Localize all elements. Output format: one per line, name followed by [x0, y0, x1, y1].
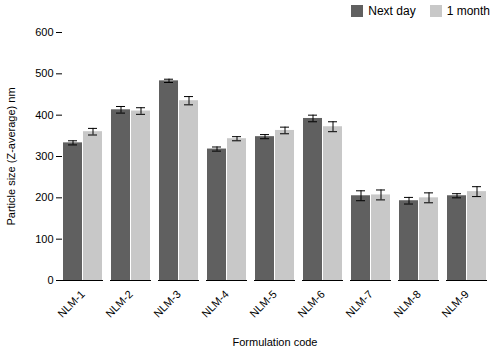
- svg-text:400: 400: [35, 109, 53, 121]
- svg-text:NLM-9: NLM-9: [439, 288, 471, 320]
- svg-text:NLM-8: NLM-8: [391, 288, 423, 320]
- svg-text:0: 0: [47, 274, 53, 286]
- html-text:Next day: Next day: [368, 4, 416, 18]
- svg-text:200: 200: [35, 191, 53, 203]
- svg-text:NLM-5: NLM-5: [247, 288, 279, 320]
- svg-text:NLM-7: NLM-7: [343, 288, 375, 320]
- html-text:1 month: 1 month: [446, 4, 490, 18]
- svg-text:NLM-2: NLM-2: [103, 288, 135, 320]
- svg-text:500: 500: [35, 67, 53, 79]
- svg-text:NLM-1: NLM-1: [55, 288, 87, 320]
- svg-text:NLM-6: NLM-6: [295, 288, 327, 320]
- svg-text:NLM-4: NLM-4: [199, 288, 231, 320]
- svg-text:300: 300: [35, 150, 53, 162]
- svg-text:Formulation code: Formulation code: [233, 336, 318, 348]
- svg-text:100: 100: [35, 233, 53, 245]
- svg-text:Particle size (Z-average) nm: Particle size (Z-average) nm: [5, 87, 17, 225]
- svg-text:600: 600: [35, 26, 53, 38]
- svg-text:NLM-3: NLM-3: [151, 288, 183, 320]
